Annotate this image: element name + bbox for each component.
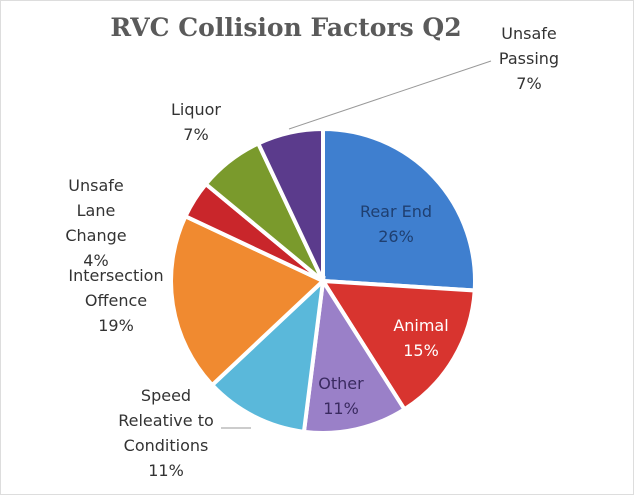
category-label: Other xyxy=(318,374,364,393)
pie-slice xyxy=(209,275,326,435)
value-label: 4% xyxy=(83,251,109,270)
category-label: Unsafe Passing xyxy=(498,24,560,68)
leader-line xyxy=(288,60,492,130)
category-label: Speed Releative to Conditions xyxy=(118,386,214,455)
category-label: Intersection Offence xyxy=(68,266,164,310)
slice-label: Intersection Offence 19% xyxy=(51,263,181,338)
pie-slice xyxy=(301,275,408,435)
slice-label: Rear End 26% xyxy=(341,199,451,249)
value-label: 19% xyxy=(98,316,134,335)
pie-slice xyxy=(321,126,477,293)
value-label: 7% xyxy=(516,74,542,93)
slice-label: Animal 15% xyxy=(371,313,471,363)
pie-slice xyxy=(255,126,325,282)
category-label: Unsafe Lane Change xyxy=(65,176,127,245)
pie-slice xyxy=(319,278,477,413)
value-label: 11% xyxy=(148,461,184,480)
slice-label: Speed Releative to Conditions 11% xyxy=(106,383,226,483)
slice-label: Other 11% xyxy=(296,371,386,421)
slice-label: Unsafe Lane Change 4% xyxy=(56,173,136,273)
pie-slice xyxy=(169,213,327,388)
slice-label: Unsafe Passing 7% xyxy=(489,21,569,96)
value-label: 26% xyxy=(378,227,414,246)
category-label: Rear End xyxy=(359,202,433,221)
category-label: Animal xyxy=(393,316,449,335)
slice-label: Liquor 7% xyxy=(161,97,231,147)
value-label: 11% xyxy=(323,399,359,418)
value-label: 15% xyxy=(403,341,439,360)
category-label: Liquor xyxy=(170,100,222,119)
value-label: 7% xyxy=(183,125,209,144)
chart-title: RVC Collision Factors Q2 xyxy=(110,13,462,42)
